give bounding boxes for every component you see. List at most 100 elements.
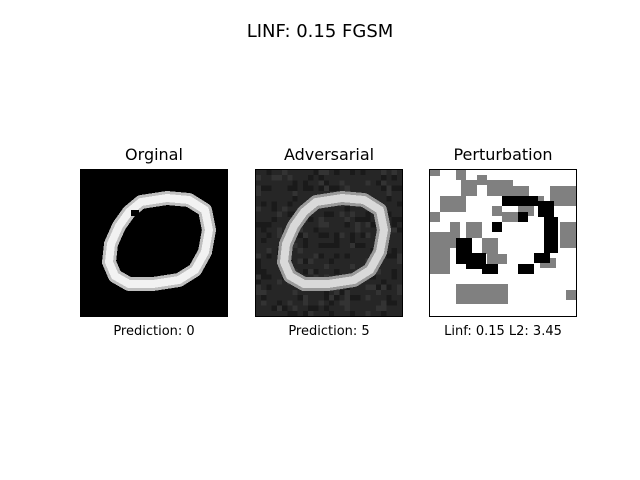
noise-pixel [344, 300, 350, 306]
noise-pixel [396, 227, 402, 233]
noise-pixel [323, 185, 329, 191]
noise-pixel [271, 305, 277, 311]
original-digit-image [81, 170, 227, 316]
noise-pixel [334, 253, 340, 259]
figure-title: LINF: 0.15 FGSM [246, 21, 394, 42]
noise-pixel [318, 300, 324, 306]
noise-pixel [344, 185, 350, 191]
noise-pixel [365, 180, 371, 186]
noise-pixel [334, 237, 340, 243]
noise-pixel [334, 185, 340, 191]
noise-pixel [287, 310, 293, 316]
noise-pixel [323, 243, 329, 249]
noise-pixel [292, 185, 298, 191]
noise-pixel [297, 232, 303, 238]
noise-pixel [313, 170, 319, 176]
noise-pixel [276, 305, 283, 311]
noise-pixel [256, 253, 262, 259]
noise-pixel [344, 305, 350, 311]
noise-pixel [365, 232, 371, 238]
noise-pixel [386, 253, 392, 259]
noise-pixel [256, 284, 262, 290]
noise-pixel [396, 258, 402, 264]
noise-pixel [313, 227, 319, 233]
noise-pixel [256, 185, 262, 191]
noise-pixel [323, 222, 329, 228]
noise-pixel [297, 248, 303, 254]
noise-pixel [329, 211, 335, 217]
noise-pixel [261, 269, 267, 275]
noise-pixel [261, 185, 267, 191]
noise-pixel [396, 253, 402, 259]
noise-pixel [323, 211, 329, 217]
noise-pixel [391, 253, 397, 259]
noise-pixel [344, 289, 350, 296]
panel-caption-adversarial: Prediction: 5 [288, 324, 370, 339]
noise-pixel [349, 310, 356, 316]
noise-pixel [391, 170, 397, 176]
noise-pixel [386, 284, 392, 290]
noise-pixel [381, 180, 387, 186]
noise-pixel [297, 227, 303, 233]
noise-pixel [323, 232, 329, 238]
noise-pixel [360, 243, 366, 249]
noise-pixel [318, 185, 324, 191]
noise-pixel [375, 284, 382, 290]
noise-pixel [287, 175, 293, 181]
noise-pixel [292, 196, 298, 202]
noise-pixel [261, 237, 267, 243]
noise-pixel [308, 216, 314, 223]
noise-pixel [355, 222, 361, 228]
noise-pixel [365, 284, 371, 290]
noise-pixel [271, 175, 277, 181]
noise-pixel [391, 175, 397, 181]
noise-pixel [391, 274, 397, 280]
noise-pixel [375, 305, 382, 311]
noise-pixel [318, 170, 324, 176]
noise-pixel [256, 263, 262, 270]
noise-pixel [292, 310, 298, 316]
perturbation-map-image [430, 170, 576, 316]
noise-pixel [261, 289, 267, 296]
noise-pixel [256, 175, 262, 181]
noise-pixel [297, 258, 303, 264]
noise-pixel [287, 211, 293, 217]
noise-pixel [302, 269, 309, 275]
noise-pixel [360, 232, 366, 238]
noise-pixel [302, 300, 309, 306]
noise-pixel [313, 305, 319, 311]
perturbation-image [429, 169, 577, 317]
noise-pixel [261, 300, 267, 306]
noise-pixel [302, 243, 309, 249]
noise-pixel [365, 216, 371, 223]
noise-pixel [355, 243, 361, 249]
panel-title-perturbation: Perturbation [453, 145, 553, 164]
noise-pixel [381, 300, 387, 306]
noise-pixel [313, 253, 319, 259]
noise-pixel [386, 190, 392, 197]
noise-pixel [323, 295, 329, 301]
noise-pixel [318, 180, 324, 186]
panel-title-adversarial: Adversarial [283, 145, 375, 164]
noise-pixel [386, 211, 392, 217]
noise-pixel [349, 170, 356, 176]
noise-pixel [344, 206, 350, 212]
noise-pixel [313, 269, 319, 275]
adversarial-image [255, 169, 403, 317]
noise-pixel [381, 170, 387, 176]
noise-pixel [276, 175, 283, 181]
noise-pixel [334, 269, 340, 275]
noise-pixel [276, 300, 283, 306]
noise-pixel [313, 274, 319, 280]
noise-pixel [292, 180, 298, 186]
noise-pixel [391, 216, 397, 223]
noise-pixel [370, 274, 376, 280]
noise-pixel [375, 269, 382, 275]
noise-pixel [329, 258, 335, 264]
noise-pixel [302, 185, 309, 191]
noise-pixel [381, 284, 387, 290]
noise-pixel [276, 279, 283, 285]
noise-pixel [266, 274, 272, 280]
noise-pixel [261, 295, 267, 301]
